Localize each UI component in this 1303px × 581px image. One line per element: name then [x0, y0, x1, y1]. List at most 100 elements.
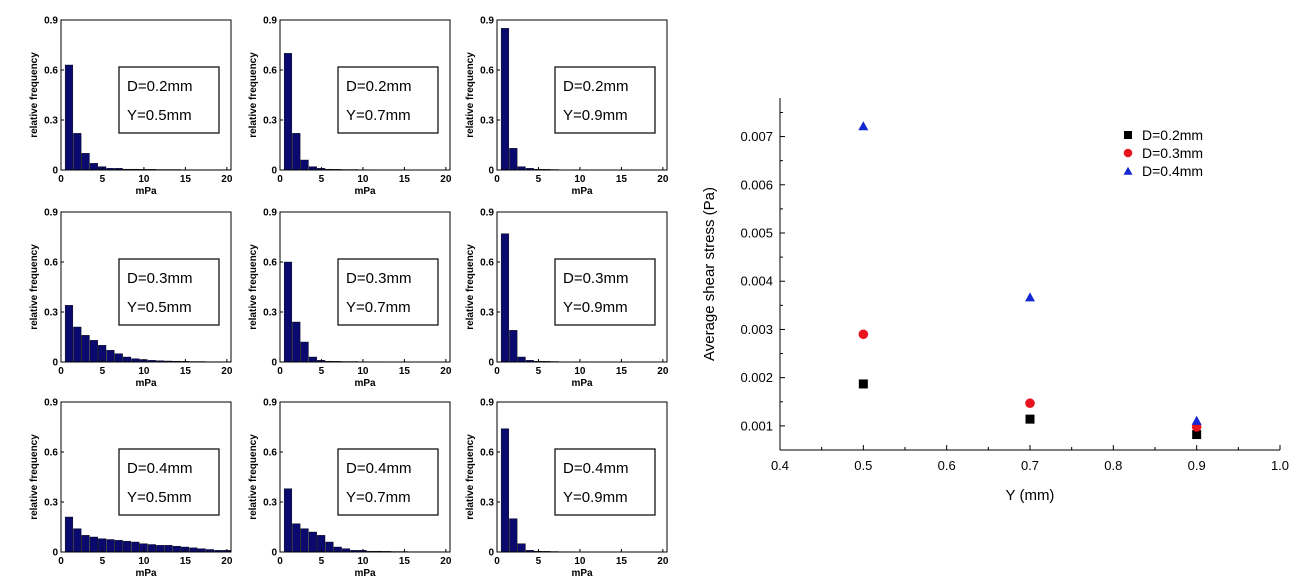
x-tick-label: 20	[440, 174, 452, 185]
x-tick-label: 0.4	[771, 458, 789, 473]
x-tick-label: 20	[221, 366, 233, 377]
histogram-bar	[308, 356, 317, 363]
x-tick-label: 20	[221, 174, 233, 185]
y-tick-label: 0.9	[44, 16, 58, 27]
data-point	[1025, 398, 1035, 409]
annotation-box	[554, 448, 656, 516]
annotation-d-label: D=0.3mm	[346, 270, 411, 287]
histogram-frame	[279, 19, 451, 171]
y-tick-label: 0.3	[263, 116, 277, 127]
y-tick-label: 0.6	[480, 258, 494, 269]
data-point	[1191, 415, 1202, 425]
histogram-frame	[60, 401, 232, 553]
y-tick-label: 0	[52, 548, 58, 559]
x-tick-label: 5	[536, 366, 542, 377]
x-tick-label: 5	[319, 174, 325, 185]
data-point	[1192, 430, 1202, 440]
histogram-bar	[73, 133, 82, 171]
y-tick-label: 0.3	[480, 308, 494, 319]
y-axis-label: relative frequency	[465, 244, 476, 330]
histogram-bar	[172, 545, 181, 553]
y-tick-label: 0.001	[740, 418, 773, 433]
y-tick-label: 0.3	[44, 116, 58, 127]
y-tick-label: 0.9	[263, 398, 277, 409]
annotation-y-label: Y=0.5mm	[127, 107, 192, 124]
x-tick-label: 15	[399, 174, 411, 185]
histogram-bar	[517, 543, 526, 553]
histogram-panel: 0 0.3 0.6 0.9 0 5 10 15 20 mPa relative frequency D…	[29, 16, 233, 198]
annotation-y-label: Y=0.9mm	[563, 489, 628, 506]
histogram-bar	[81, 335, 90, 363]
histogram-grid: 0 0.3 0.6 0.9 0 5 10 15 20 mPa relative frequency D…	[29, 16, 669, 580]
x-axis-label: mPa	[135, 568, 157, 579]
x-tick-label: 15	[616, 366, 628, 377]
histogram-bar	[333, 546, 342, 553]
x-tick-label: 0.9	[1188, 458, 1206, 473]
y-tick-label: 0.3	[263, 308, 277, 319]
x-tick-label: 5	[536, 174, 542, 185]
histogram-bar	[283, 261, 293, 363]
data-point	[1025, 292, 1035, 302]
x-tick-label: 20	[440, 366, 452, 377]
histogram-bar	[292, 133, 301, 171]
x-tick-label: 10	[138, 556, 150, 567]
x-tick-label: 0	[494, 556, 500, 567]
histogram-panel: 0 0.3 0.6 0.9 0 5 10 15 20 mPa relative frequency D…	[29, 398, 233, 580]
annotation-box	[554, 66, 656, 134]
histogram-frame	[60, 211, 232, 363]
x-tick-label: 15	[180, 366, 192, 377]
annotation-box	[337, 66, 439, 134]
legend-marker	[1123, 166, 1133, 175]
x-tick-label: 5	[100, 366, 106, 377]
histogram-bar	[106, 539, 115, 553]
histogram-frame	[496, 401, 668, 553]
y-axis-label: relative frequency	[465, 52, 476, 138]
histogram-bar	[64, 516, 74, 553]
y-tick-label: 0	[271, 166, 277, 177]
y-tick-label: 0.007	[740, 129, 773, 144]
y-tick-label: 0.6	[480, 66, 494, 77]
histogram-bar	[500, 428, 510, 553]
y-tick-label: 0.3	[480, 116, 494, 127]
x-tick-label: 0	[58, 366, 64, 377]
y-tick-label: 0.9	[44, 208, 58, 219]
y-tick-label: 0.9	[480, 398, 494, 409]
x-tick-label: 20	[657, 366, 669, 377]
annotation-d-label: D=0.4mm	[346, 460, 411, 477]
x-axis-label: mPa	[354, 186, 376, 197]
histogram-panel: 0 0.3 0.6 0.9 0 5 10 15 20 mPa relative frequency D…	[29, 208, 233, 390]
x-axis-label: mPa	[571, 378, 593, 389]
annotation-d-label: D=0.3mm	[127, 270, 192, 287]
x-tick-label: 0	[277, 556, 283, 567]
annotation-d-label: D=0.2mm	[346, 78, 411, 95]
histogram-panel: 0 0.3 0.6 0.9 0 5 10 15 20 mPa relative frequency D…	[248, 16, 452, 198]
annotation-y-label: Y=0.7mm	[346, 299, 411, 316]
histogram-bar	[283, 488, 293, 553]
annotation-y-label: Y=0.5mm	[127, 489, 192, 506]
x-tick-label: 5	[100, 556, 106, 567]
legend-marker	[1123, 148, 1133, 158]
histogram-bar	[189, 547, 198, 553]
x-tick-label: 20	[221, 556, 233, 567]
annotation-box	[118, 66, 220, 134]
y-tick-label: 0.3	[263, 498, 277, 509]
x-tick-label: 10	[574, 556, 586, 567]
histogram-panel: 0 0.3 0.6 0.9 0 5 10 15 20 mPa relative frequency D…	[248, 398, 452, 580]
x-tick-label: 1.0	[1271, 458, 1289, 473]
histogram-bar	[147, 544, 156, 553]
histogram-bar	[106, 350, 115, 363]
x-tick-label: 15	[180, 556, 192, 567]
x-tick-label: 15	[399, 366, 411, 377]
annotation-box	[554, 258, 656, 326]
histogram-bar	[300, 528, 309, 553]
y-tick-label: 0	[488, 358, 494, 369]
histogram-panel: 0 0.3 0.6 0.9 0 5 10 15 20 mPa relative frequency D…	[465, 208, 669, 390]
y-tick-label: 0.6	[44, 448, 58, 459]
x-tick-label: 10	[574, 174, 586, 185]
legend: D=0.2mm D=0.3mm D=0.4mm	[1123, 127, 1203, 179]
histogram-panel: 0 0.3 0.6 0.9 0 5 10 15 20 mPa relative frequency D…	[248, 208, 452, 390]
histogram-bar	[89, 163, 98, 171]
y-tick-label: 0	[52, 166, 58, 177]
data-point	[858, 329, 869, 340]
histogram-bar	[325, 541, 334, 553]
